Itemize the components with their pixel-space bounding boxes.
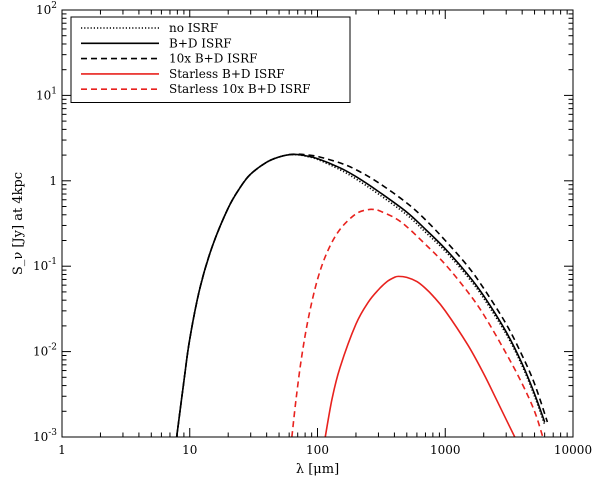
ticks-layer [61,9,574,438]
x-tick-label: 100 [306,443,329,457]
y-tick-label: 101 [36,86,57,102]
x-tick-label: 10000 [554,443,592,457]
series-line-4 [324,275,516,437]
y-tick-label: 10-3 [33,428,57,444]
y-tick-label: 102 [36,1,57,17]
legend-label-4: Starless B+D ISRF [169,67,285,81]
series-layer [175,153,549,437]
series-line-2 [175,153,546,437]
legend-label-2: B+D ISRF [169,36,232,50]
y-tick-label: 10-2 [33,343,57,359]
x-tick-label: 1 [58,443,66,457]
legend-box [70,16,351,103]
legend-label-1: no ISRF [169,21,218,35]
x-tick-label: 10 [182,443,197,457]
x-tick-label: 1000 [430,443,461,457]
tick-labels-layer: 1 10 100 1000 10000 10-3 10-2 10-1 1 101 102 [33,1,592,457]
legend-label-3: 10x B+D ISRF [169,52,257,66]
series-line-3 [175,153,549,437]
x-axis-title: λ [μm] [296,462,339,477]
legend-label-5: Starless 10x B+D ISRF [169,82,311,96]
y-tick-label: 1 [49,174,57,188]
series-line-5 [291,208,544,437]
y-tick-label: 10-1 [33,257,57,273]
y-axis-title: S_ν [Jy] at 4kpc [11,172,26,275]
